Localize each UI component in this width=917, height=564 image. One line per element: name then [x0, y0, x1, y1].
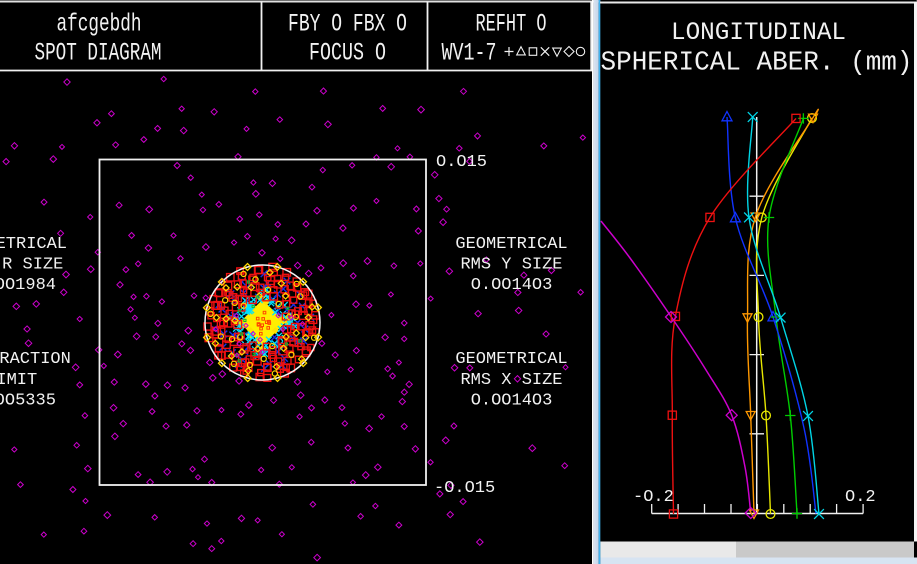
svg-text:O.OO1984: O.OO1984: [0, 276, 56, 295]
svg-text:SPOT DIAGRAM: SPOT DIAGRAM: [35, 39, 162, 68]
svg-text:DIFFRACTION: DIFFRACTION: [0, 350, 71, 369]
svg-text:RMS X SIZE: RMS X SIZE: [460, 371, 562, 390]
svg-text:O.O15: O.O15: [436, 153, 487, 172]
svg-text:RMS R SIZE: RMS R SIZE: [0, 256, 63, 275]
svg-text:LONGITUDINAL: LONGITUDINAL: [671, 18, 846, 47]
svg-text:FOCUS O: FOCUS O: [309, 39, 386, 68]
svg-text:LIMIT: LIMIT: [0, 371, 37, 390]
svg-text:-O.O15: -O.O15: [434, 479, 495, 498]
svg-text:afcgebdh: afcgebdh: [57, 10, 142, 39]
svg-text:O.OO5335: O.OO5335: [0, 392, 56, 411]
svg-text:O.2: O.2: [845, 488, 876, 507]
svg-text:WV1-7: WV1-7: [442, 39, 497, 68]
svg-text:O.OO14O3: O.OO14O3: [471, 276, 553, 295]
svg-text:GEOMETRICAL: GEOMETRICAL: [455, 350, 567, 369]
svg-text:GEOMETRICAL: GEOMETRICAL: [0, 235, 67, 254]
svg-text:FBY O FBX O: FBY O FBX O: [288, 10, 407, 39]
svg-text:GEOMETRICAL: GEOMETRICAL: [455, 235, 567, 254]
svg-text:-O.2: -O.2: [633, 488, 674, 507]
svg-text:RMS Y SIZE: RMS Y SIZE: [460, 256, 562, 275]
svg-text:O.OO14O3: O.OO14O3: [471, 392, 553, 411]
svg-text:SPHERICAL ABER. (mm): SPHERICAL ABER. (mm): [601, 48, 913, 78]
svg-text:REFHT O: REFHT O: [476, 10, 547, 39]
